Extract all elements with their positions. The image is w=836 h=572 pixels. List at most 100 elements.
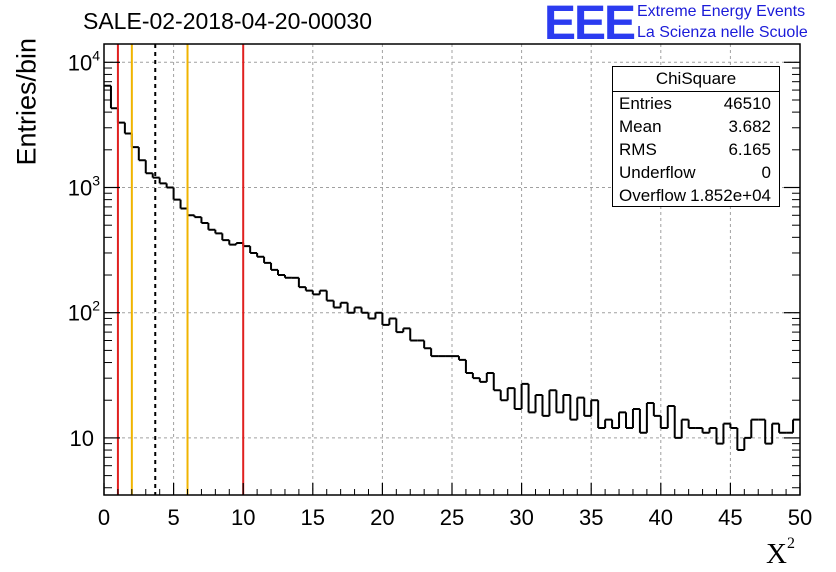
stats-row-entries: Entries 46510 bbox=[613, 92, 779, 115]
histogram-bin bbox=[130, 133, 139, 149]
x-tick-label: 20 bbox=[370, 505, 394, 530]
x-tick-label: 25 bbox=[440, 505, 464, 530]
histogram-bin bbox=[193, 215, 202, 219]
histogram-bin bbox=[457, 356, 466, 361]
histogram-bin bbox=[353, 306, 362, 313]
histogram-bin bbox=[701, 428, 710, 434]
histogram-bin bbox=[604, 418, 613, 429]
histogram-bin bbox=[242, 243, 251, 248]
histogram-bin bbox=[597, 400, 606, 430]
histogram-bin bbox=[304, 287, 313, 292]
histogram-bin bbox=[485, 371, 494, 382]
histogram-bin bbox=[513, 388, 522, 411]
stats-label: Mean bbox=[619, 117, 662, 136]
stats-box: ChiSquare Entries 46510 Mean 3.682 RMS 6.16… bbox=[612, 66, 780, 207]
x-tick-label: 40 bbox=[649, 505, 673, 530]
histogram-bin bbox=[562, 394, 571, 413]
histogram-bin bbox=[277, 269, 285, 277]
y-tick-label: 102 bbox=[68, 298, 100, 326]
histogram-bin bbox=[332, 300, 341, 309]
histogram-bin bbox=[541, 395, 550, 417]
histogram-bin bbox=[520, 382, 529, 410]
stats-value: 46510 bbox=[723, 94, 771, 113]
histogram-bin bbox=[687, 419, 696, 430]
histogram-bin bbox=[325, 290, 334, 302]
histogram-bin bbox=[297, 277, 306, 289]
stats-value: 6.165 bbox=[728, 140, 771, 159]
histogram-bin bbox=[367, 312, 376, 320]
histogram-bin bbox=[179, 199, 188, 210]
histogram-bin bbox=[165, 183, 174, 189]
marker-lines bbox=[116, 44, 245, 495]
histogram-bin bbox=[172, 187, 181, 201]
histogram-bin bbox=[263, 256, 272, 264]
stats-box-title: ChiSquare bbox=[613, 67, 779, 92]
histogram-bin bbox=[576, 396, 585, 420]
histogram-bin bbox=[645, 402, 654, 433]
y-axis-label: Entries/bin bbox=[11, 37, 42, 166]
histogram-bin bbox=[708, 427, 717, 433]
y-tick-label: 10 bbox=[70, 426, 94, 451]
x-axis: 0 5 10 15 20 25 30 35 40 45 50 bbox=[98, 483, 812, 530]
histogram-bin bbox=[360, 307, 369, 314]
brand-line-1: Extreme Energy Events bbox=[637, 3, 806, 20]
histogram-bin bbox=[659, 415, 668, 430]
x-tick-label: 35 bbox=[579, 505, 603, 530]
histogram-bin bbox=[715, 428, 724, 445]
histogram-bin bbox=[652, 403, 661, 417]
histogram-bin bbox=[283, 275, 292, 279]
histogram-bin bbox=[625, 412, 633, 430]
histogram-bin bbox=[590, 399, 599, 416]
histogram-bin bbox=[548, 389, 557, 416]
x-tick-label: 15 bbox=[301, 505, 325, 530]
histogram-bin bbox=[270, 262, 278, 271]
histogram-bin bbox=[256, 252, 265, 258]
histogram-bin bbox=[221, 233, 230, 242]
y-axis: 10 102 103 104 bbox=[68, 47, 800, 489]
histogram-bin bbox=[527, 383, 536, 414]
stats-row-mean: Mean 3.682 bbox=[613, 115, 779, 138]
histogram-bin bbox=[151, 173, 160, 179]
stats-row-overflow: Overflow 1.852e+04 bbox=[613, 184, 779, 207]
histogram-bin bbox=[249, 246, 258, 254]
y-tick-label: 103 bbox=[68, 173, 100, 201]
histogram-bin bbox=[569, 395, 578, 421]
histogram-bin bbox=[666, 404, 675, 429]
histogram-bin bbox=[109, 85, 118, 110]
histogram-bin bbox=[499, 390, 508, 402]
histogram-bin bbox=[228, 240, 237, 246]
histogram-bin bbox=[778, 423, 787, 434]
histogram-bin bbox=[506, 387, 515, 401]
histogram-bin bbox=[430, 348, 439, 358]
histogram-bin bbox=[409, 328, 418, 342]
histogram-bin bbox=[339, 301, 348, 308]
histogram-bin bbox=[144, 160, 153, 175]
x-axis-label-base: X bbox=[766, 538, 787, 570]
histogram-bin bbox=[214, 229, 223, 235]
histogram-bin bbox=[722, 422, 731, 444]
x-tick-label: 50 bbox=[788, 505, 812, 530]
histogram-bin bbox=[235, 242, 244, 245]
histogram-bin bbox=[346, 302, 355, 314]
histogram-bin bbox=[792, 418, 800, 433]
x-tick-label: 10 bbox=[231, 505, 255, 530]
histogram-bin bbox=[631, 408, 640, 429]
histogram-bin bbox=[381, 312, 390, 326]
histogram-bin bbox=[116, 108, 125, 124]
histogram-bin bbox=[534, 394, 543, 413]
histogram-bin bbox=[374, 311, 383, 319]
histogram-bin bbox=[680, 418, 689, 438]
stats-label: Entries bbox=[619, 94, 672, 113]
histogram-bin bbox=[464, 359, 473, 374]
stats-row-rms: RMS 6.165 bbox=[613, 138, 779, 161]
histogram-bin bbox=[492, 372, 501, 392]
x-tick-label: 5 bbox=[167, 505, 179, 530]
stats-value: 3.682 bbox=[728, 117, 771, 136]
x-axis-label-exponent: 2 bbox=[786, 535, 795, 553]
chart-title: SALE-02-2018-04-20-00030 bbox=[83, 8, 372, 34]
histogram-bin bbox=[764, 419, 773, 445]
histogram-bin bbox=[471, 372, 480, 380]
stats-label: Overflow bbox=[619, 186, 687, 205]
histogram-bin bbox=[395, 318, 404, 334]
histogram-bin bbox=[583, 397, 592, 417]
